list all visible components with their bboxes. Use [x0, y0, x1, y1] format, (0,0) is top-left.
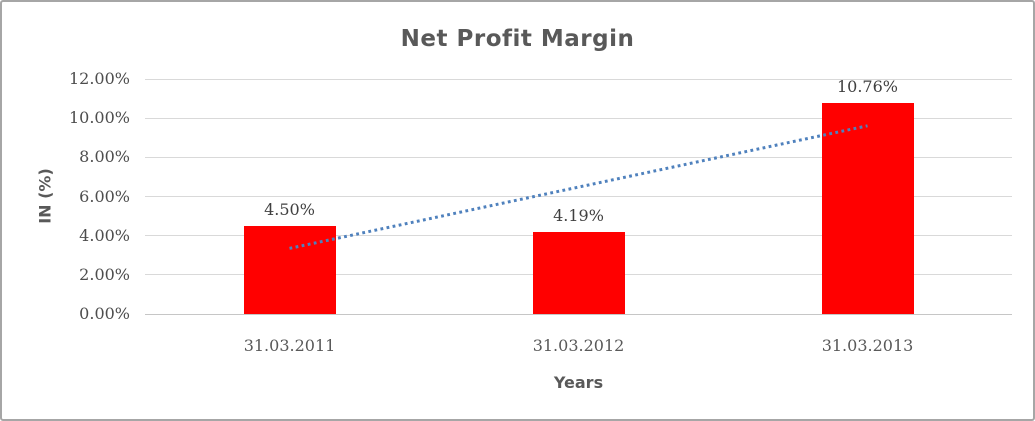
- y-tick-label: 12.00%: [68, 69, 130, 88]
- y-tick-label: 10.00%: [68, 108, 130, 128]
- trendline: [289, 124, 868, 250]
- gridline: [145, 196, 1012, 197]
- x-tick-label: 31.03.2011: [243, 336, 336, 355]
- y-tick-label: 2.00%: [79, 264, 130, 284]
- x-tick-label: 31.03.2012: [532, 336, 625, 355]
- y-tick-label: 6.00%: [79, 186, 130, 206]
- bar-value-label: 4.19%: [553, 205, 604, 225]
- y-tick-label: 8.00%: [79, 147, 130, 167]
- x-tick-label: 31.03.2013: [821, 336, 914, 355]
- bar-value-label: 10.76%: [836, 77, 898, 97]
- gridline: [145, 78, 1012, 80]
- plot-area: 4.50% 4.19% 10.76%: [145, 77, 1012, 315]
- chart-title: Net Profit Margin: [400, 26, 635, 52]
- y-tick-label: 0.00%: [79, 304, 130, 323]
- y-tick-label: 4.00%: [79, 225, 130, 245]
- bar-value-label: 4.50%: [264, 199, 315, 219]
- bar-31.03.2012: [532, 231, 625, 314]
- bar-31.03.2013: [821, 103, 914, 314]
- x-axis-title: Years: [553, 373, 604, 392]
- gridline: [145, 117, 1012, 119]
- gridline: [145, 156, 1012, 158]
